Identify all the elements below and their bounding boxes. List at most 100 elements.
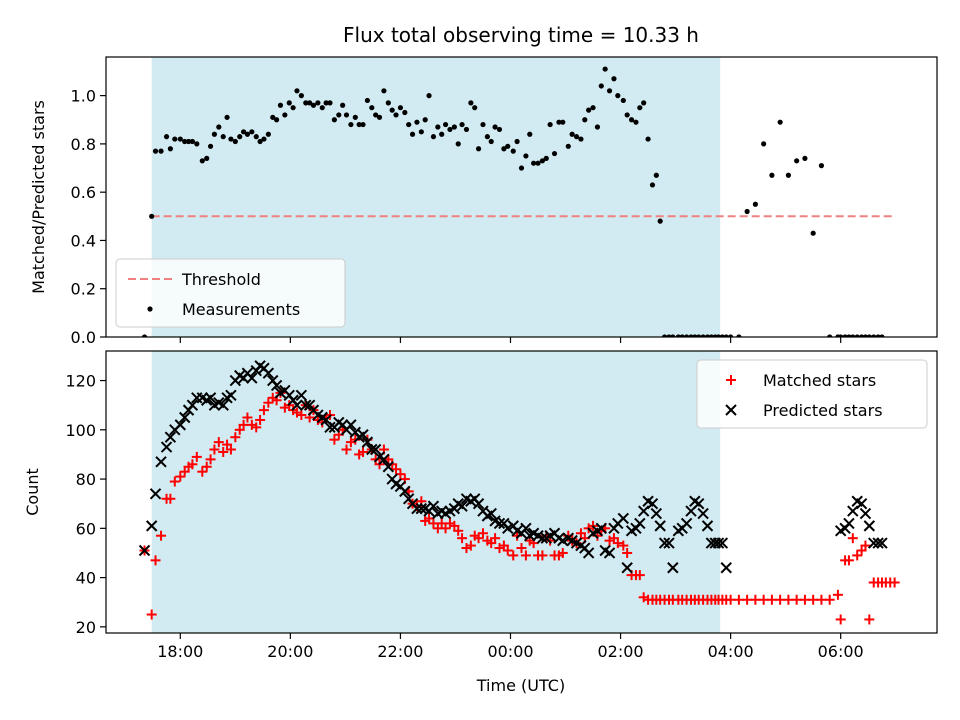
measurement-point bbox=[728, 334, 734, 337]
measurement-point bbox=[535, 160, 541, 166]
predicted-star-marker bbox=[357, 429, 369, 441]
measurement-point bbox=[539, 158, 546, 164]
measurement-point bbox=[684, 334, 690, 337]
measurement-point bbox=[373, 112, 379, 118]
measurement-point bbox=[606, 88, 613, 94]
measurement-point bbox=[189, 138, 196, 145]
predicted-star-marker-b bbox=[716, 537, 729, 549]
measurement-point bbox=[641, 100, 647, 106]
measurement-point bbox=[194, 141, 200, 147]
matched-star-marker bbox=[230, 432, 241, 443]
x-tick-label: 04:00 bbox=[708, 642, 754, 661]
predicted-star-marker-b bbox=[642, 495, 654, 507]
measurement-point bbox=[257, 138, 263, 145]
y-tick-label: 80 bbox=[76, 470, 96, 489]
measurement-point bbox=[435, 124, 441, 130]
measurement-point bbox=[216, 124, 222, 130]
y-tick-label: 0.4 bbox=[71, 231, 96, 250]
measurement-point bbox=[547, 121, 553, 128]
measurement-point bbox=[611, 76, 617, 82]
predicted-star-marker bbox=[595, 522, 608, 535]
predicted-star-marker bbox=[411, 502, 423, 515]
measurement-point bbox=[286, 100, 292, 106]
predicted-star-marker bbox=[667, 562, 679, 574]
matched-star-marker bbox=[508, 550, 519, 561]
predicted-star-marker bbox=[603, 547, 616, 559]
measurement-point bbox=[310, 102, 317, 108]
y-tick-label: 120 bbox=[65, 372, 96, 391]
measurement-point bbox=[163, 134, 170, 140]
legend-label: Threshold bbox=[181, 270, 261, 289]
measurement-point bbox=[637, 105, 643, 111]
measurement-point bbox=[340, 102, 346, 108]
predicted-star-marker bbox=[324, 421, 336, 434]
measurement-point bbox=[692, 334, 698, 337]
legend-label: Matched stars bbox=[763, 371, 876, 390]
measurement-point bbox=[356, 121, 362, 128]
measurement-point bbox=[594, 124, 601, 130]
measurement-point bbox=[149, 213, 155, 219]
measurement-point bbox=[455, 141, 461, 147]
predicted-star-marker-b bbox=[415, 502, 428, 515]
predicted-star-marker-b bbox=[493, 517, 506, 530]
predicted-star-marker-b bbox=[300, 399, 312, 411]
measurement-point bbox=[232, 138, 238, 145]
legend-box bbox=[696, 359, 928, 429]
predicted-star-marker bbox=[582, 547, 595, 559]
matched-star-marker bbox=[824, 594, 835, 605]
measurement-point bbox=[224, 114, 230, 120]
measurement-point bbox=[277, 102, 284, 108]
measurement-point bbox=[879, 334, 885, 337]
matched-star-marker bbox=[557, 547, 568, 558]
matched-star-marker bbox=[473, 533, 484, 544]
matched-star-marker bbox=[843, 555, 854, 566]
observing-window-shade bbox=[151, 351, 721, 633]
measurement-point bbox=[859, 334, 865, 337]
predicted-star-marker bbox=[720, 562, 732, 574]
predicted-star-marker-b bbox=[262, 367, 275, 379]
predicted-star-marker bbox=[262, 367, 275, 379]
measurement-point bbox=[360, 121, 366, 128]
measurement-point bbox=[871, 334, 877, 337]
predicted-star-marker-b bbox=[369, 443, 382, 456]
measurement-point bbox=[463, 126, 470, 133]
predicted-star-marker bbox=[617, 512, 630, 525]
predicted-star-marker-b bbox=[320, 414, 332, 426]
measurement-point bbox=[586, 107, 592, 113]
measurement-point bbox=[199, 158, 205, 164]
predicted-star-marker-b bbox=[186, 399, 199, 411]
measurement-point bbox=[675, 334, 681, 337]
matched-star-marker bbox=[191, 451, 202, 462]
matched-star-marker bbox=[242, 412, 253, 423]
measurement-point bbox=[523, 153, 529, 159]
measurement-point bbox=[414, 119, 420, 125]
measurement-point bbox=[633, 119, 639, 125]
measurement-point bbox=[430, 134, 437, 140]
predicted-star-marker bbox=[225, 389, 237, 402]
predicted-star-marker-b bbox=[536, 532, 549, 544]
measurement-point bbox=[505, 143, 511, 149]
measurement-point bbox=[364, 97, 371, 104]
predicted-star-marker-b bbox=[855, 497, 868, 510]
predicted-star-marker bbox=[536, 532, 549, 544]
predicted-star-marker bbox=[485, 507, 497, 520]
measurement-point bbox=[389, 107, 395, 113]
predicted-star-marker bbox=[663, 537, 675, 549]
predicted-star-marker bbox=[178, 411, 191, 424]
predicted-star-marker-b bbox=[654, 520, 666, 532]
predicted-star-marker-b bbox=[847, 505, 859, 517]
measurement-point bbox=[645, 136, 651, 142]
predicted-star-marker-b bbox=[382, 461, 395, 473]
measurement-point bbox=[827, 334, 833, 337]
predicted-star-marker bbox=[378, 453, 390, 466]
predicted-star-marker bbox=[859, 507, 872, 520]
measurement-point bbox=[514, 138, 520, 145]
matched-star-marker bbox=[169, 476, 180, 487]
matched-star-marker bbox=[146, 609, 157, 620]
plot-frame bbox=[105, 350, 938, 634]
predicted-star-marker bbox=[493, 517, 506, 530]
measurement-point bbox=[653, 172, 659, 178]
plot-frame bbox=[105, 56, 938, 338]
legend-predicted-swatch-b bbox=[725, 404, 737, 416]
measurement-point bbox=[397, 105, 404, 111]
